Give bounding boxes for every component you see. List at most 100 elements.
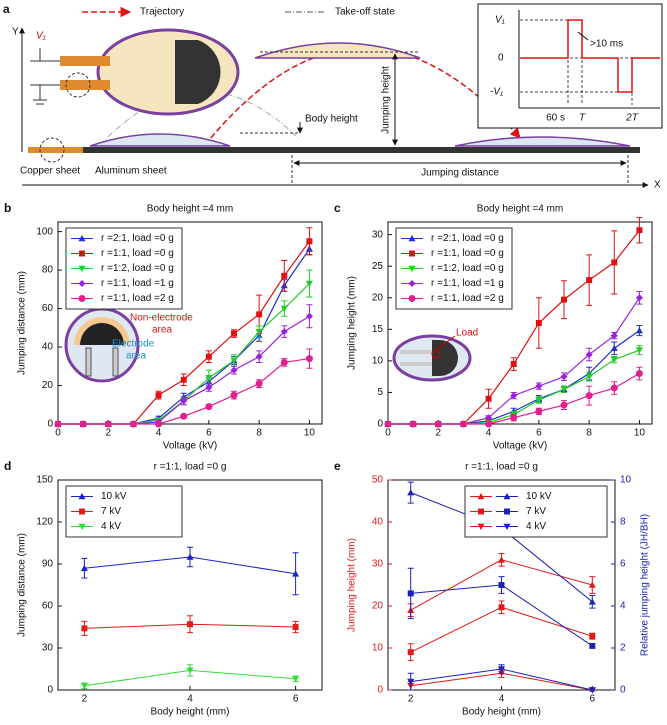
legend-label: r =1:2, load =0 g (101, 263, 174, 274)
panel-letter: b (4, 201, 11, 215)
y-tick-label: 30 (42, 643, 54, 654)
marker (585, 351, 593, 359)
marker (635, 370, 643, 377)
x-tick-label: 6 (206, 428, 212, 439)
marker (104, 420, 112, 428)
x-tick-label: 4 (499, 694, 505, 705)
legend-label: 4 kV (101, 521, 121, 532)
zoom-circle (39, 137, 65, 163)
legend-marker (477, 523, 485, 530)
legend-label: r =1:1, load =1 g (431, 278, 504, 289)
x-tick-label: 8 (256, 428, 262, 439)
y-tick-label: 0 (47, 419, 53, 430)
label: Body height (305, 114, 358, 125)
marker (611, 259, 618, 266)
marker (588, 581, 596, 588)
y-tick-label: 150 (36, 475, 53, 486)
chart-title: r =1:1, load =0 g (154, 462, 227, 473)
robot-apex (254, 42, 421, 59)
trajectory (204, 47, 521, 146)
marker (535, 320, 542, 326)
y-axis-label: Jumping distance (mm) (17, 533, 28, 637)
chart-title: Body height =4 mm (147, 204, 233, 215)
panel-letter: e (334, 459, 341, 473)
marker (255, 328, 263, 336)
robot-closeup (30, 28, 240, 116)
axis-name: X (654, 180, 661, 191)
marker (610, 332, 618, 340)
x-tick-label: 4 (156, 428, 162, 439)
y-tick-label: 80 (42, 265, 54, 276)
marker (255, 353, 263, 361)
legend-marker (78, 235, 86, 242)
y-tick-label: 30 (372, 559, 384, 570)
marker (635, 347, 643, 354)
marker (186, 667, 194, 674)
x-tick-label: 8 (586, 428, 592, 439)
copper-sheet (28, 147, 83, 153)
plot-frame (387, 221, 653, 425)
series-line (410, 584, 593, 647)
marker (498, 666, 505, 673)
marker (560, 373, 568, 381)
legend-marker (408, 235, 416, 242)
legend-label: r =1:1, load =0 g (431, 248, 504, 259)
marker (588, 598, 596, 605)
marker (180, 376, 187, 383)
annotation: Load (456, 328, 478, 339)
legend-label: 10 kV (526, 491, 552, 502)
marker (610, 356, 618, 364)
y-tick-label: 30 (372, 229, 384, 240)
marker (280, 305, 288, 313)
inset-drawing-c (392, 334, 472, 382)
x-axis-label: Voltage (kV) (163, 441, 217, 452)
marker (635, 294, 643, 302)
legend-label: 7 kV (101, 506, 121, 517)
x-tick-label: 2 (106, 428, 112, 439)
y-tick-label: 120 (36, 517, 53, 528)
chart-title: r =1:1, load =0 g (465, 462, 538, 473)
chart-title: Body height =4 mm (477, 204, 563, 215)
legend-label: r =1:2, load =0 g (431, 263, 504, 274)
y-tick-label: 25 (372, 261, 384, 272)
marker (610, 384, 618, 392)
inset-label: >10 ms (590, 39, 623, 50)
y-tick-label: 0 (377, 419, 383, 430)
legend-marker (78, 280, 86, 287)
annotation: area (152, 325, 172, 336)
y-tick-label: 0 (377, 685, 383, 696)
x-axis-label: Body height (mm) (151, 707, 230, 718)
inset-label: T (579, 113, 586, 124)
marker (588, 687, 596, 694)
marker (155, 392, 162, 399)
marker (485, 420, 493, 428)
y-tick-label: 10 (372, 356, 384, 367)
marker (407, 649, 414, 656)
x-tick-label: 2 (436, 428, 442, 439)
marker (636, 227, 643, 234)
marker (407, 590, 414, 597)
marker (560, 401, 568, 409)
inset-label: 60 s (546, 113, 565, 124)
inset-label: 2T (625, 113, 639, 124)
annotation: area (126, 351, 146, 362)
marker (205, 383, 213, 391)
marker (561, 296, 567, 303)
marker (407, 678, 415, 686)
legend-marker (408, 295, 416, 303)
marker (434, 420, 442, 428)
inset-label: V₁ (495, 15, 505, 26)
y-axis-label: Jumping height (mm) (347, 538, 358, 632)
y-tick-label: 40 (372, 517, 384, 528)
marker (292, 570, 300, 577)
y2-tick-label: 0 (620, 685, 626, 696)
legend-marker (79, 250, 85, 257)
y-tick-label: 60 (42, 303, 54, 314)
marker (384, 420, 392, 428)
take-off-arc (99, 90, 301, 146)
y2-tick-label: 10 (620, 475, 632, 486)
marker (180, 397, 188, 405)
legend-marker (79, 508, 85, 515)
marker (535, 407, 543, 415)
marker (155, 420, 163, 428)
